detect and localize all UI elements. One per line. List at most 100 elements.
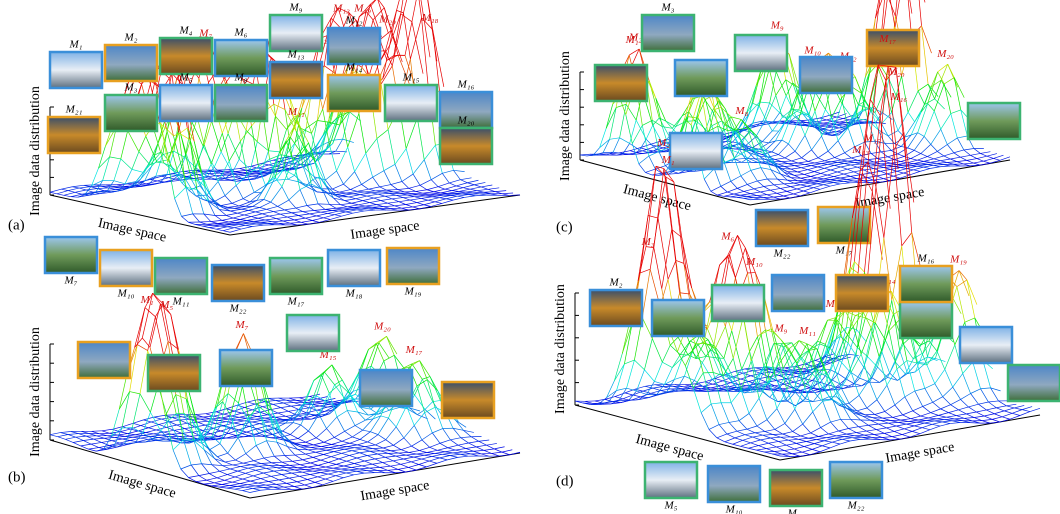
mesh-line	[615, 397, 623, 399]
mesh-line	[215, 215, 222, 220]
mesh-line	[777, 193, 784, 196]
mesh-line	[782, 140, 789, 144]
mesh-line	[764, 185, 774, 187]
peak-label: M₅	[159, 299, 173, 311]
thumbnail-label: M₁₃	[287, 49, 305, 61]
mesh-line	[333, 466, 343, 468]
mesh-line	[397, 10, 404, 13]
mesh-line	[325, 479, 333, 481]
mesh-line	[335, 212, 346, 215]
mesh-line	[310, 460, 320, 463]
mesh-line	[363, 201, 370, 203]
mesh-line	[175, 198, 182, 216]
mesh-line	[930, 167, 940, 169]
mesh-line	[321, 211, 332, 213]
mesh-line	[666, 177, 674, 182]
mesh-line	[760, 190, 770, 192]
mesh-line	[954, 78, 961, 110]
mesh-line	[828, 318, 836, 320]
mesh-line	[808, 170, 815, 172]
mesh-line	[330, 216, 341, 219]
mesh-line	[414, 197, 421, 199]
mesh-line	[724, 163, 731, 182]
mesh-line	[850, 267, 858, 273]
mesh-line	[743, 198, 750, 199]
mesh-line	[326, 448, 336, 450]
mesh-line	[312, 218, 323, 221]
thumbnail-label: M₂₂	[229, 303, 247, 315]
mesh-line	[299, 396, 309, 397]
mesh-line	[282, 462, 290, 465]
thumbnail-label: M₅	[179, 72, 193, 84]
mesh-line	[915, 0, 925, 2]
thumbnail	[45, 237, 97, 273]
mesh-line	[211, 220, 222, 221]
mesh-line	[256, 441, 266, 446]
mesh-line	[341, 467, 351, 469]
mesh-line	[798, 161, 808, 163]
mesh-line	[243, 192, 254, 198]
mesh-line	[318, 465, 326, 467]
mesh-line	[257, 142, 268, 151]
mesh-line	[348, 374, 358, 398]
mesh-line	[337, 410, 347, 416]
mesh-line	[318, 449, 326, 450]
mesh-line	[365, 445, 375, 447]
mesh-line	[245, 224, 256, 225]
mesh-line	[216, 229, 223, 231]
mesh-line	[412, 446, 420, 450]
mesh-line	[345, 431, 353, 437]
mesh-line	[821, 170, 831, 173]
mesh-line	[329, 446, 339, 448]
mesh-line	[477, 189, 488, 190]
mesh-line	[349, 455, 357, 458]
mesh-line	[217, 457, 225, 462]
mesh-line	[253, 458, 263, 461]
mesh-line	[888, 0, 895, 27]
mesh-line	[283, 403, 291, 406]
mesh-line	[837, 179, 847, 180]
mesh-line	[298, 439, 306, 443]
mesh-line	[273, 404, 281, 407]
mesh-line	[266, 484, 276, 485]
mesh-line	[460, 178, 471, 180]
mesh-line	[414, 196, 425, 197]
mesh-line	[212, 465, 222, 466]
mesh-line	[911, 159, 918, 161]
mesh-line	[315, 467, 325, 469]
mesh-line	[132, 152, 139, 170]
mesh-line	[643, 391, 651, 393]
mesh-line	[754, 189, 761, 192]
mesh-line	[620, 104, 627, 138]
mesh-line	[338, 470, 348, 472]
mesh-line	[383, 206, 394, 207]
mesh-line	[220, 469, 230, 471]
mesh-line	[424, 160, 431, 180]
mesh-line	[260, 489, 270, 490]
mesh-line	[749, 106, 759, 132]
mesh-line	[624, 360, 634, 364]
mesh-line	[240, 481, 250, 483]
mesh-line	[740, 194, 750, 196]
mesh-line	[367, 454, 377, 456]
mesh-line	[265, 219, 276, 220]
mesh-line	[863, 180, 873, 181]
mesh-line	[494, 449, 502, 452]
mesh-line	[386, 440, 394, 446]
mesh-line	[835, 104, 842, 124]
thumbnail	[735, 35, 787, 71]
mesh-line	[175, 187, 186, 198]
thumbnail	[270, 258, 322, 294]
mesh-line	[355, 448, 363, 449]
mesh-line	[811, 173, 821, 176]
mesh-line	[770, 188, 780, 190]
mesh-line	[747, 184, 754, 188]
mesh-line	[411, 459, 421, 462]
thumbnail	[215, 85, 267, 121]
mesh-line	[324, 442, 332, 444]
mesh-line	[313, 470, 323, 471]
mesh-line	[798, 170, 808, 172]
mesh-line	[934, 156, 944, 159]
mesh-line	[920, 162, 930, 164]
mesh-line	[102, 429, 112, 431]
